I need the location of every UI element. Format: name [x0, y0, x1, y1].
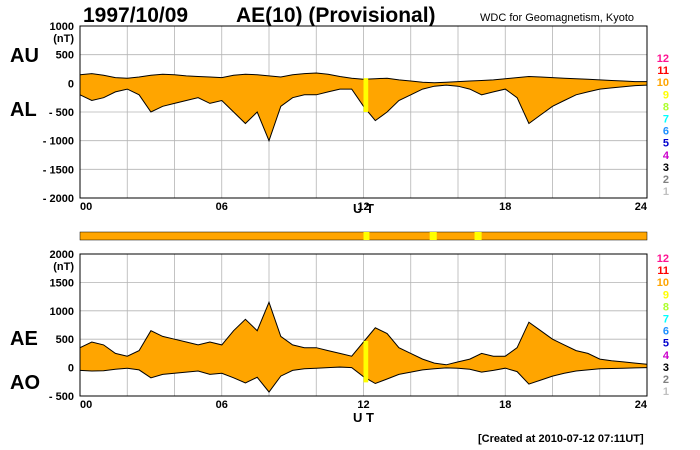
data-quality-bar	[79, 231, 648, 241]
level-legend-item: 10	[657, 277, 669, 289]
x-tick-label: 06	[216, 399, 228, 411]
x-axis-label: U T	[353, 410, 374, 425]
level-legend-item: 6	[663, 326, 669, 338]
x-tick-label: 12	[357, 399, 369, 411]
y-tick-label: 1500	[50, 277, 74, 289]
y-tick-label: - 500	[49, 391, 74, 403]
series-label-al: AL	[10, 99, 37, 121]
y-tick-label: - 1000	[43, 136, 74, 148]
x-tick-label: 00	[80, 201, 92, 213]
x-tick-label: 24	[635, 399, 648, 411]
y-tick-label: 1000	[50, 21, 74, 33]
series-label-ao: AO	[10, 372, 40, 394]
chart-title: AE(10) (Provisional)	[236, 4, 436, 27]
highlight-strip	[363, 78, 369, 112]
au-al-panel: 1000 500 0 - 500 - 1000 - 1500 - 2000 (nT) 00 06 1…	[10, 21, 648, 216]
x-tick-label: 00	[80, 399, 92, 411]
level-legend-item: 5	[663, 138, 669, 150]
plot-frame	[79, 25, 648, 199]
level-legend-item: 3	[663, 162, 669, 174]
level-legend-item: 11	[657, 265, 669, 277]
level-legend-item: 1	[663, 386, 669, 398]
level-legend-item: 12	[657, 53, 669, 65]
level-legend-item: 7	[663, 114, 669, 126]
x-axis-label: U T	[353, 201, 374, 216]
plot-frame	[79, 253, 648, 397]
quality-bar-segment	[429, 232, 437, 240]
y-tick-label: 500	[56, 50, 74, 62]
level-legend-item: 6	[663, 126, 669, 138]
y-tick-label: - 500	[49, 107, 74, 119]
level-legend-item: 10	[657, 77, 669, 89]
y-tick-label: 0	[68, 363, 74, 375]
x-tick-label: 24	[635, 201, 648, 213]
y-tick-label: 0	[68, 78, 74, 90]
level-legend-item: 11	[657, 65, 669, 77]
y-tick-label: 1000	[50, 306, 74, 318]
y-tick-label: - 1500	[43, 164, 74, 176]
level-legend-item: 3	[663, 362, 669, 374]
x-tick-label: 12	[357, 201, 369, 213]
level-legend-item: 2	[663, 174, 669, 186]
y-unit-label: (nT)	[53, 261, 74, 273]
ae-ao-panel: 2000 1500 1000 500 0 - 500 (nT) 00 06 12 18 24 U T AE…	[10, 249, 648, 425]
x-tick-label: 06	[216, 201, 228, 213]
level-legend-item: 9	[663, 289, 669, 301]
series-label-au: AU	[10, 45, 39, 67]
created-timestamp: [Created at 2010-07-12 07:11UT]	[478, 433, 644, 445]
level-legend-item: 4	[663, 150, 670, 162]
level-legend-item: 1	[663, 186, 669, 198]
level-legend-item: 5	[663, 338, 669, 350]
y-tick-label: 2000	[50, 249, 74, 261]
y-tick-label: 500	[56, 334, 74, 346]
y-tick-label: - 2000	[43, 193, 74, 205]
level-legend-item: 8	[663, 301, 669, 313]
date-title: 1997/10/09	[83, 4, 188, 27]
level-legend-item: 7	[663, 314, 669, 326]
y-unit-label: (nT)	[53, 33, 74, 45]
x-tick-label: 18	[499, 399, 511, 411]
level-legend-item: 8	[663, 101, 669, 113]
envelope-fill	[80, 73, 647, 141]
x-tick-label: 18	[499, 201, 511, 213]
level-legend-item: 9	[663, 89, 669, 101]
quality-bar-segment	[474, 232, 482, 240]
quality-bar-segment	[363, 232, 370, 240]
level-legend-item: 12	[657, 253, 669, 265]
level-legend-item: 4	[663, 350, 670, 362]
series-label-ae: AE	[10, 328, 38, 350]
data-source: WDC for Geomagnetism, Kyoto	[480, 12, 634, 24]
highlight-strip	[363, 340, 369, 383]
level-legend-item: 2	[663, 374, 669, 386]
